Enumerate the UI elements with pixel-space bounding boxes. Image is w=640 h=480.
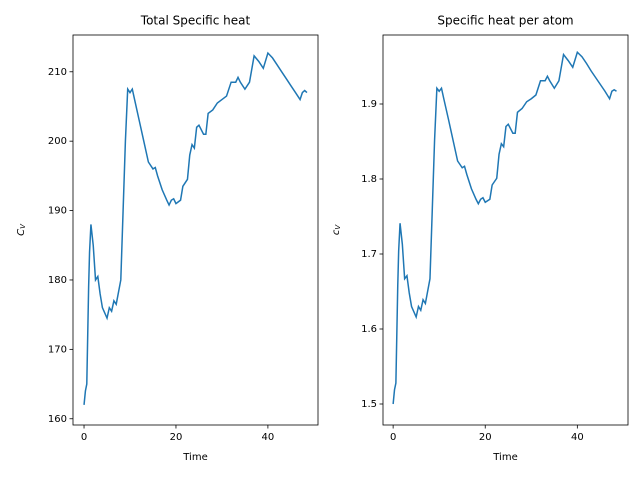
data-line bbox=[83, 51, 308, 405]
y-tick-label: 170 bbox=[48, 344, 67, 355]
y-tick-label: 200 bbox=[48, 136, 67, 147]
x-tick-label: 0 bbox=[390, 432, 396, 443]
y-axis-label: cV bbox=[331, 224, 342, 236]
y-tick-label: 180 bbox=[48, 275, 67, 286]
y-tick-label: 1.9 bbox=[361, 99, 377, 110]
x-tick-label: 40 bbox=[571, 432, 584, 443]
x-axis-label: Time bbox=[182, 452, 207, 463]
y-tick-label: 1.6 bbox=[361, 324, 377, 335]
y-tick-label: 1.8 bbox=[361, 174, 377, 185]
y-axis-label-sub: V bbox=[19, 223, 27, 229]
y-tick-label: 1.7 bbox=[361, 249, 377, 260]
x-axis-label: Time bbox=[492, 452, 517, 463]
y-tick-label: 1.5 bbox=[361, 399, 377, 410]
axes-frame bbox=[382, 34, 629, 426]
x-tick-label: 20 bbox=[170, 432, 183, 443]
x-tick-label: 20 bbox=[479, 432, 492, 443]
y-tick-label: 160 bbox=[48, 414, 67, 425]
y-axis-label-base: c bbox=[331, 229, 342, 235]
chart-title: Total Specific heat bbox=[140, 14, 251, 28]
y-tick-label: 190 bbox=[48, 206, 67, 217]
y-axis-label-base: C bbox=[16, 229, 27, 236]
subplot: 0 20 40 1.5 1.6 1.7 1.8 1.9 Specific heat per at… bbox=[331, 14, 629, 463]
data-line bbox=[392, 50, 617, 405]
x-tick-label: 0 bbox=[81, 432, 87, 443]
chart-title: Specific heat per atom bbox=[437, 14, 573, 28]
x-tick-label: 40 bbox=[262, 432, 275, 443]
y-axis-label: CV bbox=[16, 223, 27, 236]
y-tick-label: 210 bbox=[48, 67, 67, 78]
y-axis-label-sub: V bbox=[334, 224, 342, 230]
subplot: 0 20 40 160 170 180 190 200 210 Total Specific he… bbox=[16, 14, 319, 463]
axes-frame bbox=[72, 34, 319, 426]
